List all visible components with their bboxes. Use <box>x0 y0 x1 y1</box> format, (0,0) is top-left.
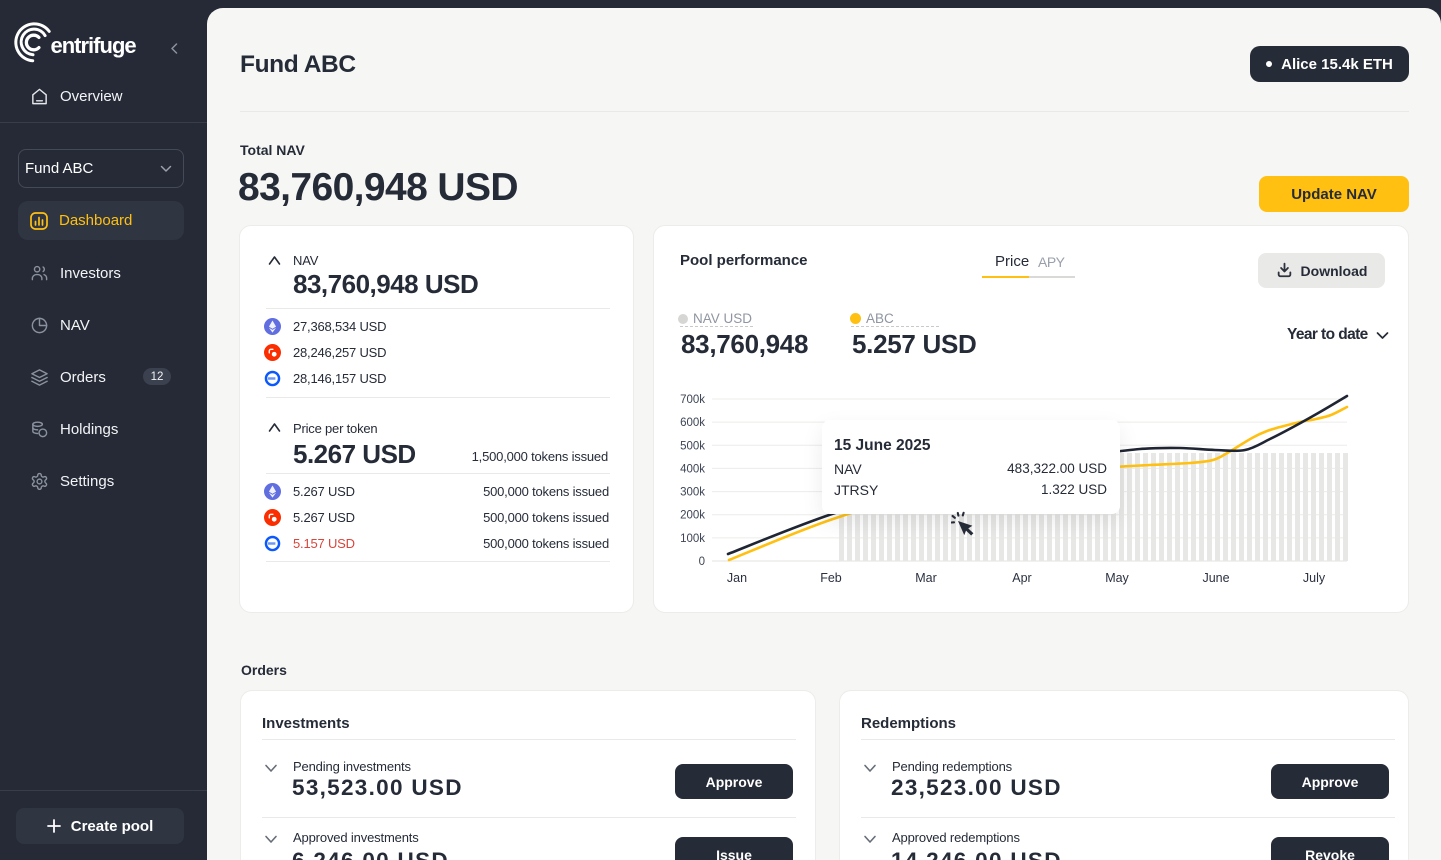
svg-text:0: 0 <box>699 556 705 568</box>
svg-text:May: May <box>1105 571 1129 585</box>
svg-text:Mar: Mar <box>915 571 937 585</box>
svg-text:700k: 700k <box>680 394 705 406</box>
svg-text:June: June <box>1202 571 1229 585</box>
svg-text:600k: 600k <box>680 417 705 429</box>
svg-text:Apr: Apr <box>1012 571 1031 585</box>
svg-text:300k: 300k <box>680 487 705 499</box>
svg-text:entrifuge: entrifuge <box>51 33 137 58</box>
svg-text:200k: 200k <box>680 510 705 522</box>
svg-text:Jan: Jan <box>727 571 747 585</box>
svg-text:Feb: Feb <box>820 571 842 585</box>
svg-text:500k: 500k <box>680 440 705 452</box>
svg-text:100k: 100k <box>680 533 705 545</box>
svg-text:July: July <box>1303 571 1326 585</box>
svg-text:400k: 400k <box>680 463 705 475</box>
